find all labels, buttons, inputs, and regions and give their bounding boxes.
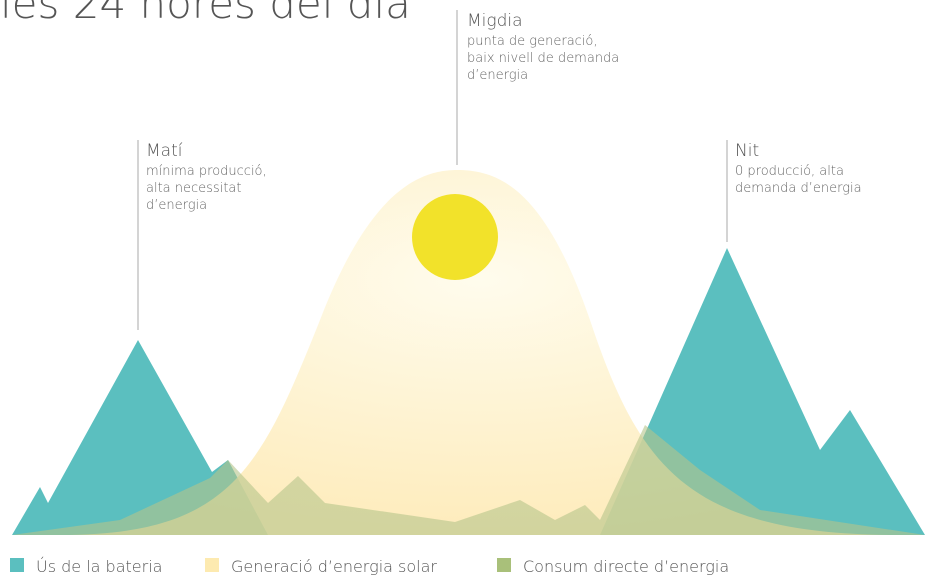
legend-label: Ús de la bateria [36,557,162,576]
annotation-label: Migdia [467,11,523,31]
infographic: les 24 hores del dia Matí mínima producci… [0,0,928,581]
annotation-text: 0 producció, alta [735,164,844,179]
legend-label: Generació d’energia solar [231,557,437,576]
annotation-label: Nit [735,141,759,161]
title: les 24 hores del dia [0,0,411,28]
legend-swatch [10,558,24,572]
legend-swatch [205,558,219,572]
annotation-text: mínima producció, [146,164,267,179]
annotation-text: d’energia [467,68,528,83]
annotation-text: baix nivell de demanda [467,51,619,66]
page: les 24 hores del dia Matí mínima producci… [0,0,928,581]
annotation-text: alta necessitat [146,181,241,196]
legend-label: Consum directe d’energia [523,557,729,576]
annotation-label: Matí [146,141,183,161]
annotation-text: d’energia [146,198,207,213]
sun [412,194,498,280]
annotation-text: punta de generació, [467,34,598,49]
legend-swatch [497,558,511,572]
annotation-text: demanda d’energia [735,181,862,196]
